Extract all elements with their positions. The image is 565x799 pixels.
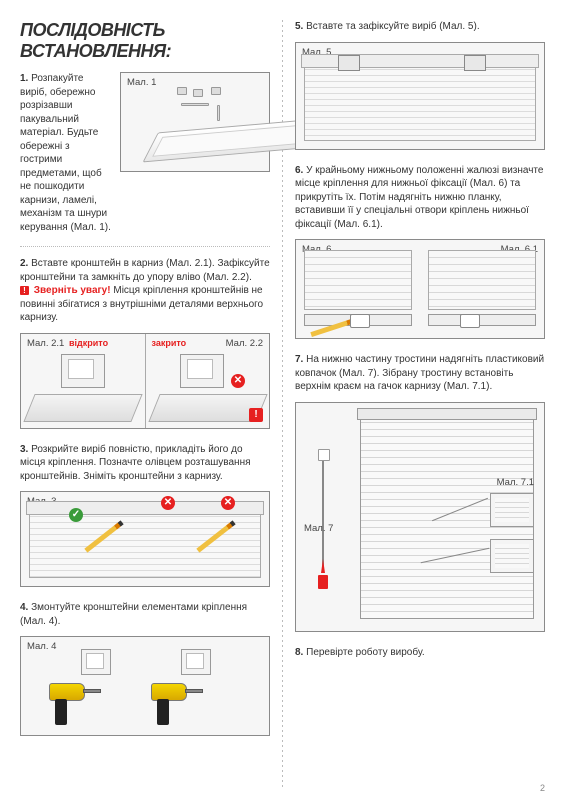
- step-5: 5. Вставте та зафіксуйте виріб (Мал. 5).: [295, 20, 545, 34]
- step-1-num: 1.: [20, 73, 28, 84]
- figure-7-1-caption: Мал. 7.1: [497, 477, 534, 488]
- fig7-detail-2: [490, 539, 534, 573]
- fig3-x-mark-2: ✕: [221, 496, 235, 510]
- fig5-blind-illustration: [304, 63, 536, 141]
- step-8-num: 8.: [295, 647, 303, 658]
- fig4-bracket-2: [181, 649, 211, 675]
- fig5-bracket-1: [338, 55, 360, 71]
- fig6-slats-right: [428, 250, 536, 310]
- step-6-num: 6.: [295, 165, 303, 176]
- fig6-slats-left: [304, 250, 412, 310]
- step-1: 1. Розпакуйте виріб, обережно розрізавши…: [20, 72, 112, 234]
- fig3-check-mark: ✓: [69, 508, 83, 522]
- step-4: 4. Змонтуйте кронштейни елементами кріпл…: [20, 601, 270, 628]
- label-open: відкрито: [69, 338, 108, 348]
- fig7-detail-1: [490, 493, 534, 527]
- step-5-text: Вставте та зафіксуйте виріб (Мал. 5).: [306, 21, 479, 32]
- step-6-text: У крайньому нижньому положенні жалюзі ви…: [295, 165, 543, 230]
- fig2-bracket-closed: [180, 354, 224, 388]
- page-title: ПОСЛІДОВНІСТЬ ВСТАНОВЛЕННЯ:: [20, 20, 270, 62]
- fig3-x-mark-1: ✕: [161, 496, 175, 510]
- step-6: 6. У крайньому нижньому положенні жалюзі…: [295, 164, 545, 232]
- step-2: 2. Вставте кронштейн в карниз (Мал. 2.1)…: [20, 257, 270, 325]
- fig4-bracket-1: [81, 649, 111, 675]
- fig6-clip-right: [460, 314, 480, 328]
- step-5-num: 5.: [295, 21, 303, 32]
- step-4-text: Змонтуйте кронштейни елементами кріпленн…: [20, 602, 247, 627]
- fig7-wand-cap: [318, 575, 328, 589]
- fig5-bracket-2: [464, 55, 486, 71]
- step-3-num: 3.: [20, 444, 28, 455]
- figure-7-caption: Мал. 7: [304, 523, 333, 534]
- figure-4-caption: Мал. 4: [27, 641, 56, 652]
- figure-6: Мал. 6 Мал. 6.1: [295, 239, 545, 339]
- figure-1: Мал. 1: [120, 72, 270, 172]
- page-number: 2: [540, 783, 545, 793]
- step-7-text: На нижню частину тростини надягніть плас…: [295, 354, 544, 392]
- figure-5: Мал. 5: [295, 42, 545, 150]
- label-closed: закрито: [152, 338, 187, 348]
- fig2-rail-left: [23, 394, 142, 422]
- step-7-num: 7.: [295, 354, 303, 365]
- instruction-page: ПОСЛІДОВНІСТЬ ВСТАНОВЛЕННЯ: 1. Розпакуйт…: [0, 0, 565, 799]
- fig3-blind-illustration: [29, 510, 261, 578]
- figure-3: Мал. 3 ✕ ✕ ✓: [20, 491, 270, 587]
- fig1-parts-illustration: [177, 87, 237, 127]
- step-3: 3. Розкрийте виріб повністю, прикладіть …: [20, 443, 270, 484]
- step-2-num: 2.: [20, 258, 28, 269]
- figure-2: Мал. 2.1 відкрито Мал. 2.2 закрито ✕ !: [20, 333, 270, 429]
- step-2-warn-label: Зверніть увагу!: [34, 285, 111, 296]
- step-8: 8. Перевірте роботу виробу.: [295, 646, 545, 660]
- figure-7: Мал. 7 Мал. 7.1: [295, 402, 545, 632]
- fig6-bottom-bar-right: [428, 314, 536, 326]
- fig4-drill-1: [49, 681, 101, 729]
- right-column: 5. Вставте та зафіксуйте виріб (Мал. 5).…: [295, 20, 545, 787]
- x-mark-icon: ✕: [231, 374, 245, 388]
- warning-icon: !: [20, 286, 29, 295]
- figure-1-caption: Мал. 1: [127, 77, 156, 88]
- step-4-num: 4.: [20, 602, 28, 613]
- fig4-drill-2: [151, 681, 203, 729]
- fig6-clip-left: [350, 314, 370, 328]
- figure-2-2-caption: Мал. 2.2: [226, 338, 263, 349]
- fig7-wand: [322, 457, 324, 567]
- alert-icon: !: [249, 408, 263, 422]
- step-7: 7. На нижню частину тростини надягніть п…: [295, 353, 545, 394]
- step-2-text: Вставте кронштейн в карниз (Мал. 2.1). З…: [20, 258, 270, 283]
- figure-4: Мал. 4: [20, 636, 270, 736]
- figure-2-1-caption: Мал. 2.1: [27, 338, 64, 349]
- step-1-text: Розпакуйте виріб, обережно розрізавши па…: [20, 73, 111, 233]
- fig2-bracket-open: [61, 354, 105, 388]
- step-3-text: Розкрийте виріб повністю, прикладіть йог…: [20, 444, 251, 482]
- step-8-text: Перевірте роботу виробу.: [306, 647, 425, 658]
- left-column: ПОСЛІДОВНІСТЬ ВСТАНОВЛЕННЯ: 1. Розпакуйт…: [20, 20, 270, 787]
